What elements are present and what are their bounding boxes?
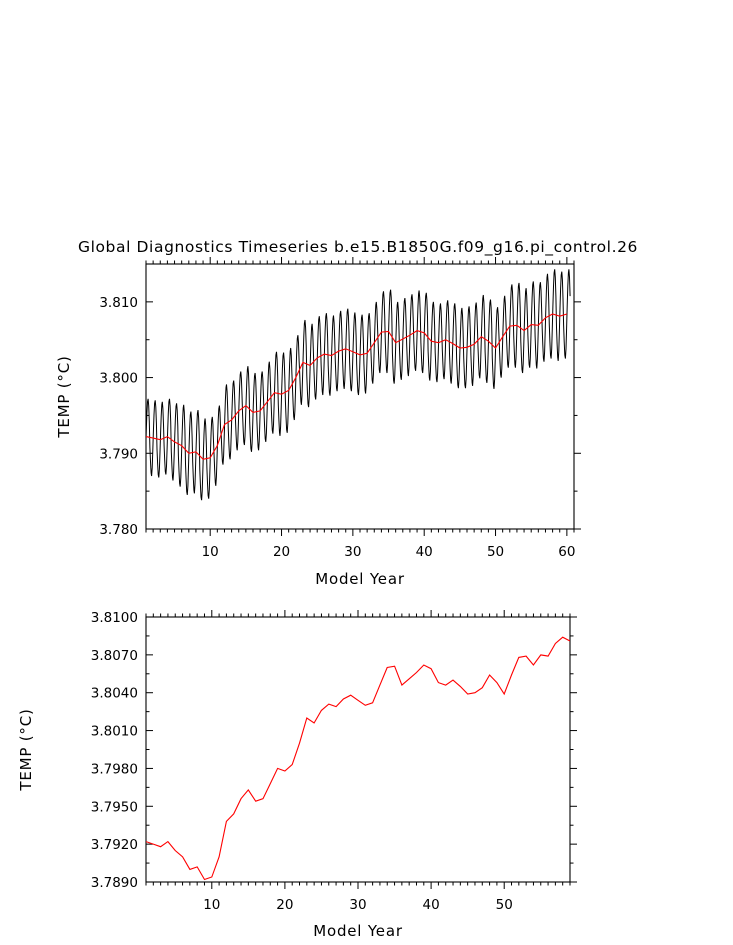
x-axis-label: Model Year <box>313 922 403 940</box>
x-tick-label: 20 <box>276 897 293 913</box>
x-tick-label: 30 <box>349 897 366 913</box>
y-tick-label: 3.810 <box>99 295 138 311</box>
series-annual-mean-line <box>146 313 568 460</box>
x-tick-label: 50 <box>496 897 513 913</box>
x-tick-label: 40 <box>423 897 440 913</box>
chart-panel-2: 10 20 30 40 50 3.7890 3.7920 3.7950 3.7980 3.8010… <box>17 610 577 940</box>
y-tick-label: 3.8100 <box>91 610 138 626</box>
figure-title: Global Diagnostics Timeseries b.e15.B185… <box>78 238 638 257</box>
y-tick-label: 3.7920 <box>91 837 138 853</box>
y-tick-label: 3.8010 <box>91 724 138 740</box>
y-tick-label: 3.800 <box>99 371 138 387</box>
y-tick-label: 3.7950 <box>91 799 138 815</box>
x-axis-label: Model Year <box>315 570 405 588</box>
x-tick-label: 30 <box>344 544 361 560</box>
x-tick-label: 10 <box>202 544 219 560</box>
y-tick-label: 3.8040 <box>91 686 138 702</box>
chart-panel-1: 10 20 30 40 50 60 3.780 3.790 3.800 3.810 Model Ye… <box>55 257 581 588</box>
series-monthly-line <box>146 269 571 501</box>
series-annual-mean-line <box>146 636 570 881</box>
y-tick-label: 3.780 <box>99 522 138 538</box>
x-tick-label: 10 <box>203 897 220 913</box>
plots: 10 20 30 40 50 60 3.780 3.790 3.800 3.810 Model Ye… <box>17 257 581 940</box>
x-tick-label: 40 <box>416 544 433 560</box>
plot-frame <box>145 616 571 883</box>
y-axis-label: TEMP (°C) <box>55 355 73 438</box>
y-tick-label: 3.8070 <box>91 648 138 664</box>
plot-frame <box>145 263 575 530</box>
x-tick-label: 20 <box>273 544 290 560</box>
y-tick-label: 3.7890 <box>91 875 138 891</box>
y-tick-label: 3.7980 <box>91 761 138 777</box>
y-tick-label: 3.790 <box>99 446 138 462</box>
y-axis-label: TEMP (°C) <box>17 708 35 791</box>
x-tick-label: 50 <box>487 544 504 560</box>
x-tick-label: 60 <box>558 544 575 560</box>
